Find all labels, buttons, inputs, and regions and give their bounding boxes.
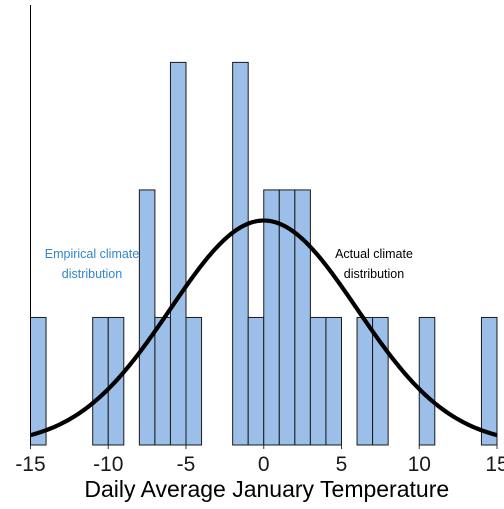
histogram-bar — [139, 190, 155, 445]
x-tick-label: 10 — [408, 453, 431, 476]
histogram-bar — [481, 317, 497, 445]
annotation-actual-line-1: Actual climate — [335, 247, 413, 261]
histogram-bar — [264, 190, 280, 445]
histogram-bar — [233, 62, 249, 445]
x-tick-label: 15 — [485, 453, 504, 476]
x-tick-label: 5 — [336, 453, 348, 476]
histogram-bar — [93, 317, 109, 445]
histogram-bar — [170, 62, 186, 445]
histogram-bar — [186, 317, 202, 445]
x-axis-title: Daily Average January Temperature — [84, 476, 449, 502]
annotation-empirical-line-2: distribution — [62, 267, 122, 281]
histogram-bar — [310, 317, 326, 445]
histogram-bar — [248, 317, 264, 445]
histogram-bar — [419, 317, 435, 445]
x-tick-label: -5 — [177, 453, 196, 476]
histogram-bar — [295, 190, 311, 445]
x-tick-label: -15 — [15, 453, 45, 476]
histogram-bar — [31, 317, 47, 445]
histogram-bar — [155, 317, 171, 445]
annotations: Empirical climate distribution Actual clim… — [45, 247, 413, 281]
annotation-actual-line-2: distribution — [344, 267, 404, 281]
histogram-bar — [357, 317, 373, 445]
x-tick-label: 0 — [258, 453, 270, 476]
annotation-empirical-line-1: Empirical climate — [45, 247, 140, 261]
histogram-bar — [326, 317, 342, 445]
x-tick-label: -10 — [93, 453, 123, 476]
x-axis-ticks: -15 -10 -5 0 5 10 15 — [15, 445, 504, 476]
